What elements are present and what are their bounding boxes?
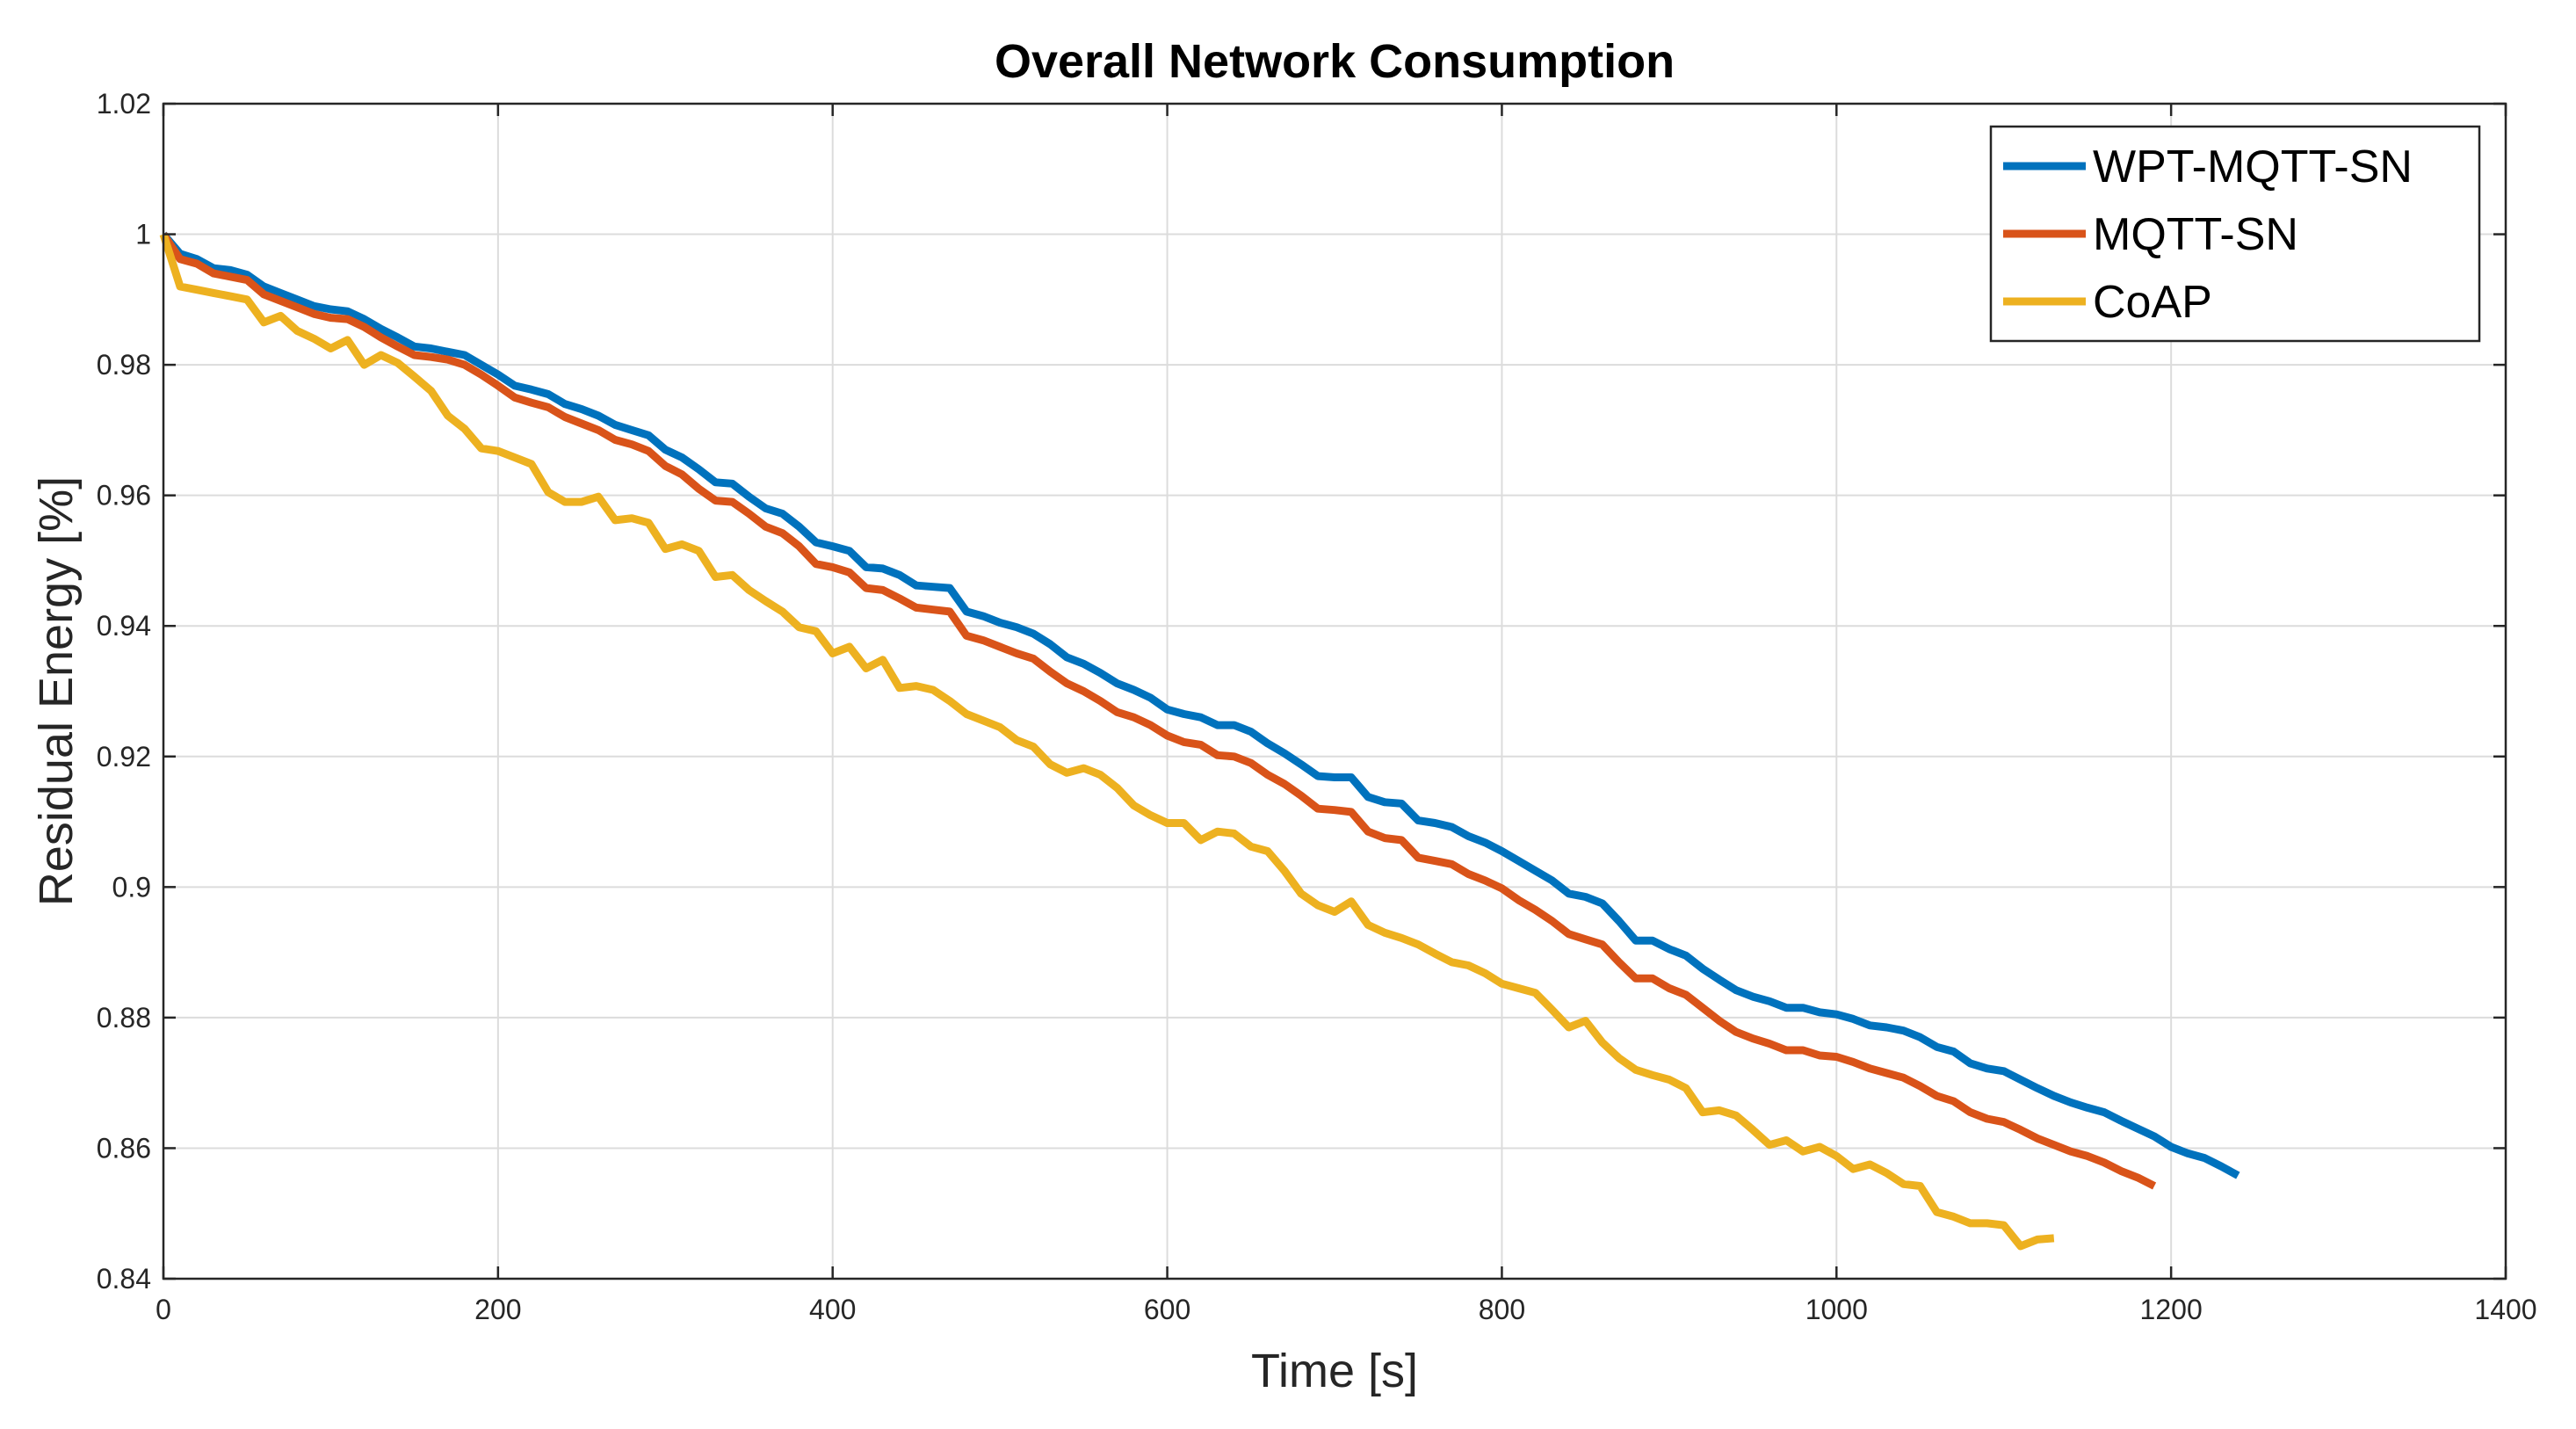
y-tick-label: 0.94 — [97, 610, 151, 642]
legend-label: CoAP — [2093, 277, 2212, 328]
y-tick-label: 0.98 — [97, 349, 151, 381]
y-tick-label: 1 — [135, 219, 151, 250]
y-tick-label: 0.86 — [97, 1132, 151, 1164]
y-tick-label: 1.02 — [97, 88, 151, 120]
x-tick-label: 800 — [1479, 1294, 1525, 1325]
legend-label: MQTT-SN — [2093, 209, 2298, 260]
series-line-coap — [159, 233, 2055, 1251]
x-tick-label: 600 — [1144, 1294, 1190, 1325]
x-tick-label: 1200 — [2140, 1294, 2203, 1325]
x-tick-label: 400 — [809, 1294, 856, 1325]
x-tick-label: 200 — [474, 1294, 521, 1325]
series-line-wpt-mqtt-sn — [160, 231, 2240, 1179]
x-tick-label: 0 — [156, 1294, 171, 1325]
y-tick-label: 0.96 — [97, 480, 151, 511]
legend-label: WPT-MQTT-SN — [2093, 141, 2413, 192]
x-tick-label: 1000 — [1805, 1294, 1868, 1325]
plot-frame — [162, 102, 2507, 1280]
y-axis-label: Residual Energy [%] — [30, 476, 83, 906]
legend: WPT-MQTT-SN MQTT-SN CoAP — [1989, 125, 2481, 343]
series-layer — [159, 231, 2240, 1251]
y-tick-label: 0.9 — [112, 871, 151, 903]
chart-title: Overall Network Consumption — [995, 35, 1675, 88]
y-tick-label: 0.88 — [97, 1002, 151, 1034]
y-tick-label: 0.84 — [97, 1263, 151, 1295]
y-tick-label: 0.92 — [97, 741, 151, 773]
x-tick-label: 1400 — [2474, 1294, 2536, 1325]
axis-ticks: 0 200 400 600 800 1000 1200 1400 0.84 0.86 0.88 0.9… — [97, 88, 2537, 1325]
x-axis-label: Time [s] — [1251, 1345, 1418, 1397]
series-line-mqtt-sn — [160, 232, 2157, 1190]
